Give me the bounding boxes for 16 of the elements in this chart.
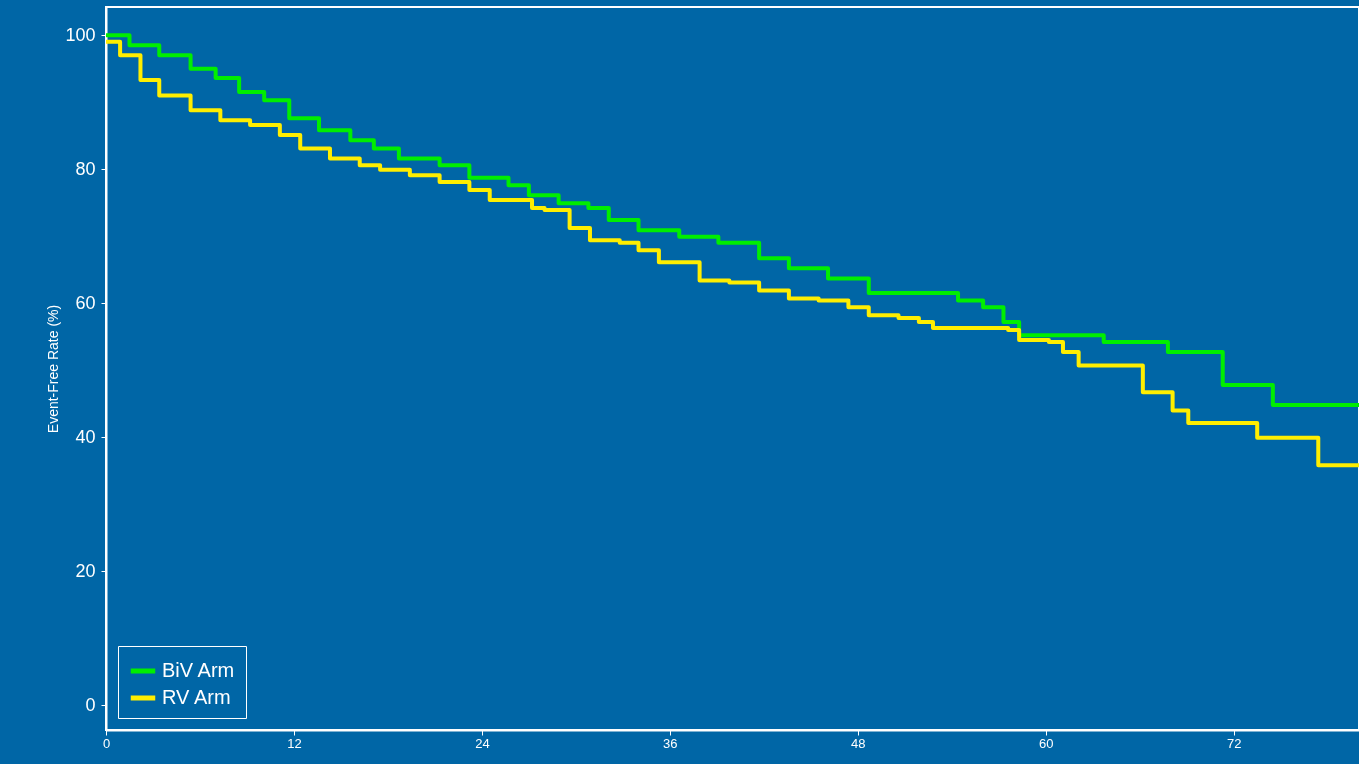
x-tick-label: 72	[1226, 735, 1242, 751]
y-tick-label: 0	[85, 694, 96, 715]
y-tick-label: 40	[75, 426, 96, 447]
legend-label: RV Arm	[162, 686, 231, 708]
x-tick-label: 60	[1039, 735, 1054, 751]
y-tick-label: 100	[65, 24, 96, 45]
y-tick-label: 60	[75, 292, 96, 313]
y-tick-label: 80	[75, 158, 96, 179]
x-tick-label: 36	[663, 735, 678, 751]
x-tick-label: 48	[851, 735, 866, 751]
legend-label: BiV Arm	[162, 659, 235, 681]
x-tick-label: 12	[287, 735, 302, 751]
x-tick-label: 0	[102, 735, 111, 751]
y-tick-label: 20	[75, 560, 96, 581]
y-axis-title: Event-Free Rate (%)	[45, 304, 62, 434]
x-tick-label: 24	[475, 735, 490, 751]
